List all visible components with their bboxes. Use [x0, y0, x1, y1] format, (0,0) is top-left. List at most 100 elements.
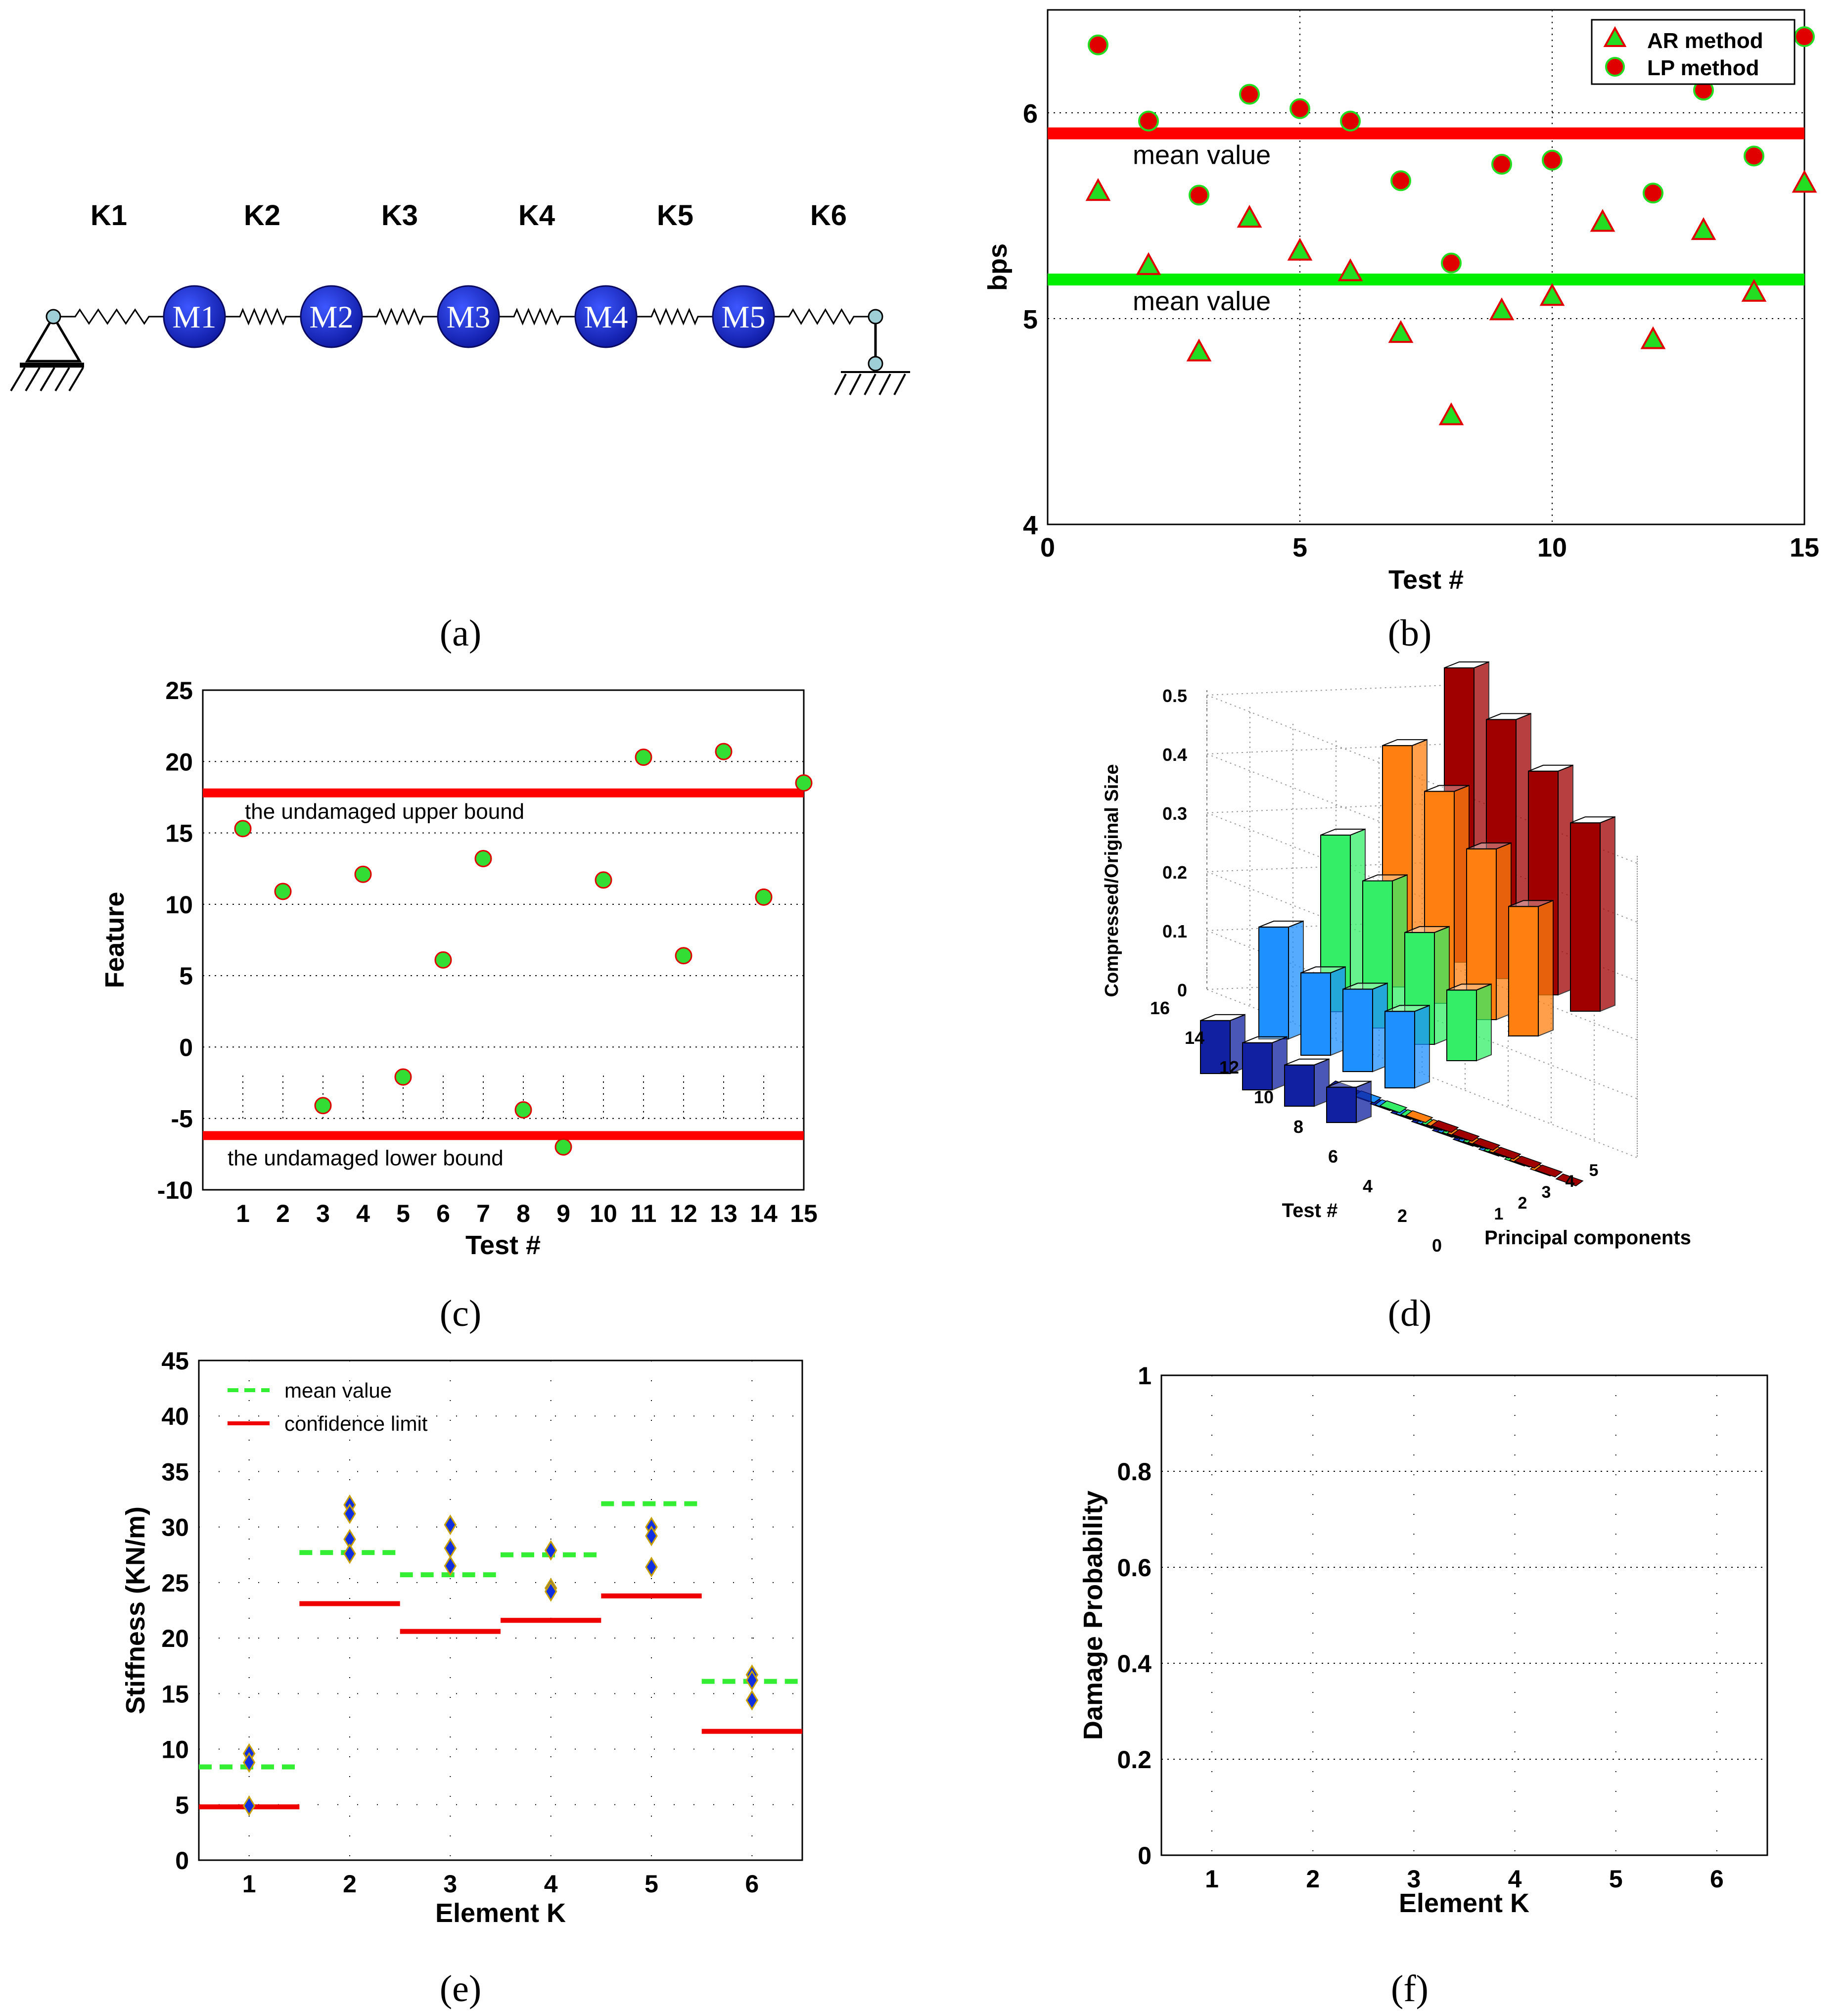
b-point-lp: [1290, 98, 1310, 119]
b-xtick: 0: [1040, 533, 1055, 563]
spring-label-4: K4: [518, 199, 555, 232]
panel-c-ylabel: Feature: [100, 891, 130, 988]
c-xtick: 9: [556, 1200, 570, 1227]
c-bound-label-0: the undamaged upper bound: [245, 799, 524, 824]
d-bar-PC5: [1570, 822, 1601, 1012]
e-point: [745, 1670, 759, 1691]
d-floor-tile-PC5: [1493, 1147, 1521, 1160]
d-bar-top-PC3: [1320, 829, 1366, 836]
d-ztick: 0.4: [1162, 745, 1187, 765]
b-point-ar: [1237, 205, 1262, 228]
c-point: [554, 1138, 572, 1156]
d-bar-top-PC4: [1508, 900, 1554, 907]
d-bar-PC3: [1446, 989, 1477, 1061]
panel-e-xlabel: Element K: [435, 1898, 566, 1928]
e-xtick: 5: [645, 1870, 658, 1898]
panel-d-ylabel: Test #: [1282, 1200, 1338, 1221]
e-ytick: 5: [175, 1791, 189, 1819]
e-point: [544, 1581, 557, 1602]
d-bar-side-PC3: [1476, 983, 1492, 1062]
d-bar-top-PC5: [1486, 713, 1531, 720]
d-bar-top-PC5: [1444, 661, 1489, 668]
d-bar-top-PC4: [1382, 739, 1428, 747]
spring-6: [774, 308, 869, 325]
d-ytick: 4: [1363, 1176, 1373, 1196]
d-floor-tile-PC5: [1472, 1138, 1501, 1151]
spring-label-6: K6: [810, 199, 847, 232]
d-floor-tile-PC5: [1555, 1173, 1584, 1186]
e-ytick: 35: [161, 1458, 189, 1486]
d-floor-tile-PC4: [1405, 1110, 1433, 1123]
b-point-lp: [1189, 185, 1209, 206]
d-bar-top-PC4: [1424, 785, 1470, 792]
d-ytick: 8: [1293, 1117, 1303, 1137]
e-ytick: 40: [161, 1403, 189, 1430]
mass-1: [163, 285, 226, 348]
b-point-ar: [1539, 283, 1565, 306]
d-bar-PC2: [1300, 972, 1331, 1056]
panel-b-ylabel: bps: [983, 243, 1013, 291]
c-xtick: 4: [356, 1200, 370, 1227]
c-xtick: 15: [790, 1200, 818, 1227]
e-ytick: 25: [161, 1569, 189, 1597]
panel-f-chart: 1 2 3 4 5 6 0 0.2 0.4 0.6 0.8 1 Element K Damage Pr…: [1078, 1362, 1768, 1918]
d-xtick: 2: [1518, 1194, 1527, 1213]
mass-label-2: M2: [310, 299, 354, 334]
e-ytick: 20: [161, 1625, 189, 1652]
d-ytick: 2: [1397, 1206, 1407, 1226]
d-xtick: 5: [1589, 1161, 1599, 1180]
d-floor-tile-PC5: [1514, 1156, 1542, 1169]
d-bar-top-PC4: [1466, 842, 1512, 849]
d-grid-line: [1206, 685, 1447, 696]
d-bar-PC1: [1242, 1042, 1273, 1091]
c-point: [234, 820, 252, 838]
b-mean-label-0: mean value: [1133, 141, 1271, 170]
e-point: [745, 1689, 759, 1711]
c-point: [394, 1068, 412, 1086]
e-point: [645, 1556, 658, 1578]
d-bar-PC1: [1200, 1020, 1231, 1074]
b-point-ar: [1085, 178, 1111, 201]
e-ytick: 30: [161, 1514, 189, 1542]
d-ytick: 16: [1150, 998, 1170, 1018]
c-point: [314, 1097, 332, 1115]
b-point-ar: [1438, 402, 1464, 425]
b-point-lp: [1239, 84, 1260, 105]
mass-label-3: M3: [447, 299, 491, 334]
c-xtick: 13: [710, 1200, 737, 1227]
f-ytick: 1: [1138, 1362, 1152, 1390]
mass-4: [574, 285, 638, 348]
d-floor-tile-PC5: [1451, 1129, 1480, 1142]
b-point-ar: [1136, 252, 1161, 275]
panel-f-xlabel: Element K: [1399, 1888, 1529, 1918]
e-point: [343, 1503, 356, 1524]
b-xtick: 15: [1790, 533, 1819, 563]
spring-2: [225, 308, 301, 326]
e-point: [242, 1752, 256, 1773]
e-xtick: 1: [242, 1870, 256, 1898]
c-xtick: 11: [631, 1200, 657, 1227]
mass-2: [300, 285, 363, 348]
b-point-ar: [1186, 338, 1212, 362]
panel-b-xlabel: Test #: [1388, 565, 1464, 595]
d-bar-PC4: [1508, 906, 1539, 1036]
d-bar-PC1: [1284, 1064, 1315, 1107]
b-point-lp: [1390, 170, 1411, 191]
b-point-ar: [1691, 217, 1716, 240]
d-ytick: 0: [1432, 1235, 1442, 1256]
panel-c-chart: the undamaged upper bound the undamaged l…: [100, 677, 818, 1260]
mass-label-4: M4: [584, 299, 628, 334]
c-ytick: -10: [157, 1176, 193, 1204]
f-ytick: 0.2: [1117, 1746, 1152, 1774]
d-bar-top-PC3: [1362, 874, 1408, 882]
c-xtick: 5: [396, 1200, 410, 1227]
b-point-lp: [1794, 26, 1815, 47]
b-point-lp: [1542, 149, 1563, 171]
d-floor-tile-PC5: [1534, 1165, 1563, 1177]
d-ytick: 12: [1219, 1057, 1239, 1078]
b-point-lp: [1744, 145, 1764, 167]
d-ztick: 0.2: [1162, 862, 1187, 883]
d-bar-PC1: [1326, 1086, 1357, 1124]
